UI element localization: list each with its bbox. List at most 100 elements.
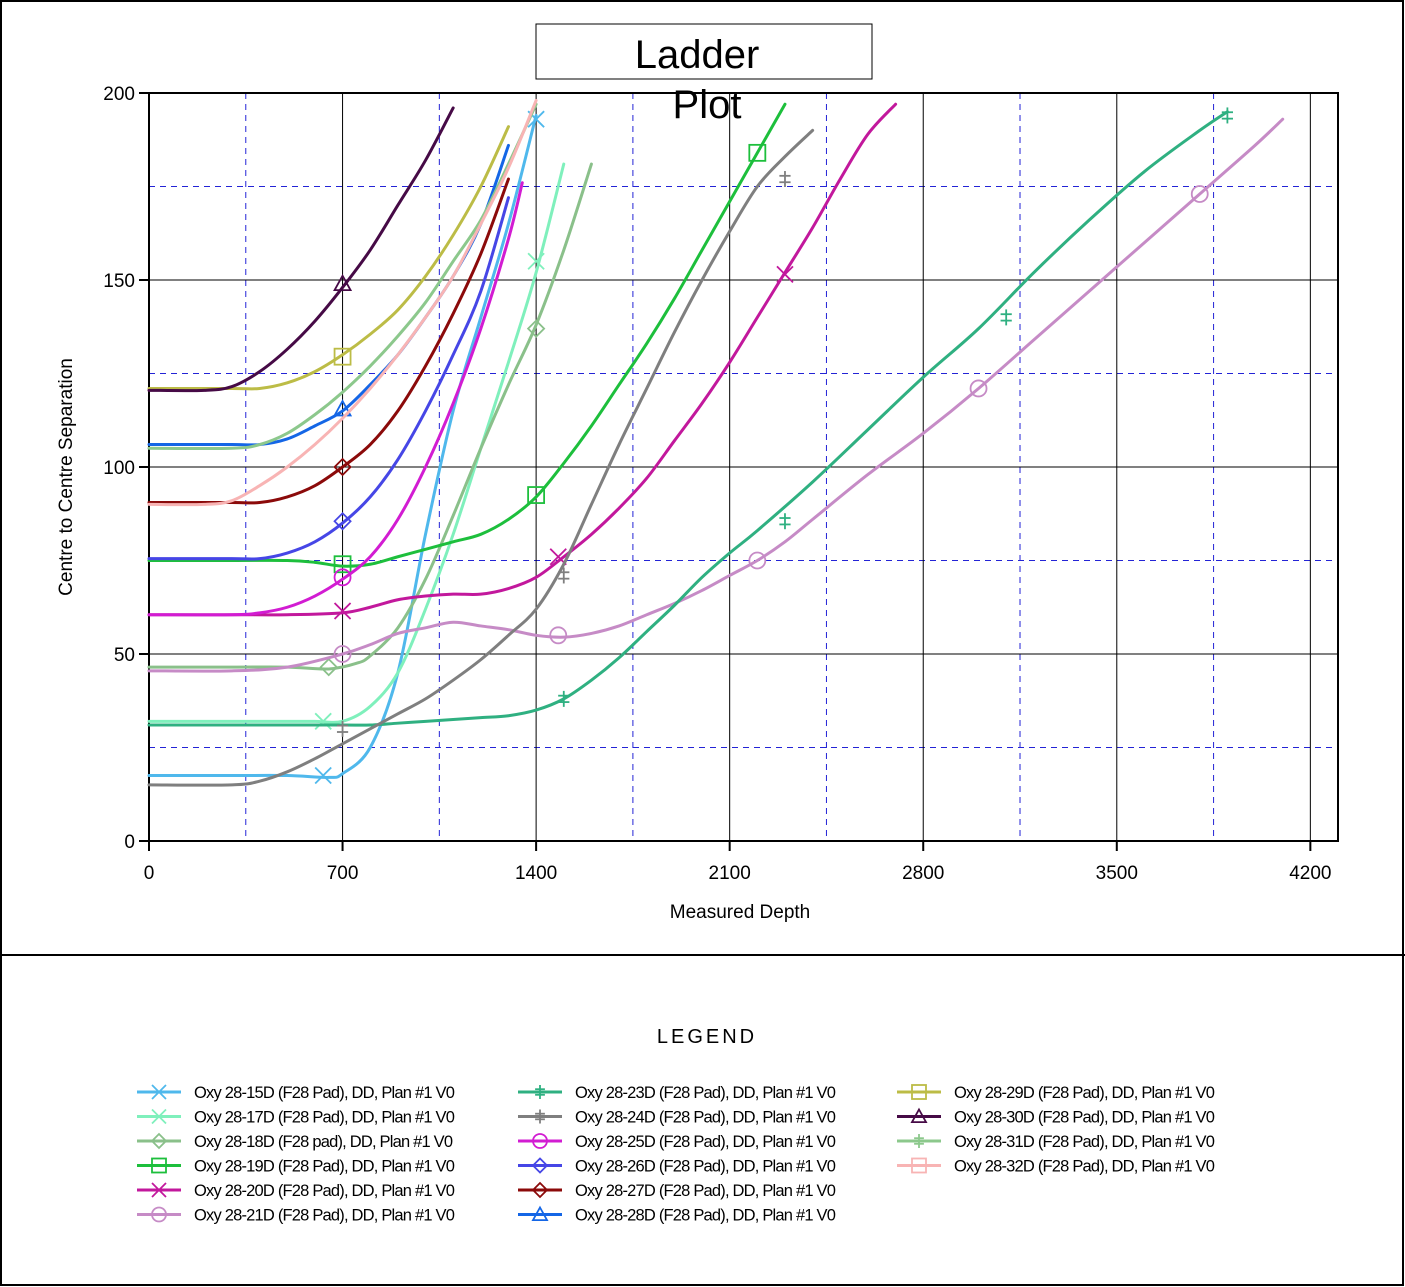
legend-item: Oxy 28-26D (F28 Pad), DD, Plan #1 V0 — [518, 1157, 837, 1176]
marker-stroke — [527, 110, 545, 128]
legend-item: Oxy 28-30D (F28 Pad), DD, Plan #1 V0 — [897, 1107, 1216, 1127]
series-marker — [527, 486, 546, 504]
series-marker — [549, 626, 568, 645]
series-5 — [147, 102, 898, 620]
legend-swatch-marker — [150, 1132, 168, 1150]
series-marker — [558, 567, 570, 584]
series-11 — [147, 177, 510, 505]
marker-stroke — [151, 1182, 167, 1198]
series-line — [147, 117, 1285, 673]
legend-label: Oxy 28-18D (F28 pad), DD, Plan #1 V0 — [194, 1133, 453, 1151]
series-line — [147, 128, 815, 787]
y-axis-label: Centre to Centre Separation — [56, 358, 77, 596]
legend: Oxy 28-15D (F28 Pad), DD, Plan #1 V0 Oxy … — [137, 1084, 1216, 1225]
series-15 — [147, 102, 538, 451]
series-10 — [147, 196, 510, 561]
x-tick-label: 0 — [144, 863, 155, 884]
legend-label: Oxy 28-26D (F28 Pad), DD, Plan #1 V0 — [575, 1158, 836, 1176]
series-line — [147, 177, 510, 505]
legend-swatch-marker — [531, 1181, 549, 1199]
legend-swatch-marker — [911, 1157, 927, 1174]
legend-swatch-marker — [910, 1107, 928, 1123]
series-marker — [333, 568, 352, 587]
legend-swatch-marker — [151, 1182, 167, 1198]
series-marker — [319, 657, 339, 677]
legend-title: LEGEND — [657, 1026, 757, 1048]
y-tick-label: 100 — [103, 458, 135, 479]
series-marker — [333, 457, 352, 477]
series-marker — [748, 551, 767, 570]
legend-swatch-marker — [532, 1133, 548, 1149]
series-marker — [527, 252, 545, 270]
legend-swatch-marker — [151, 1108, 167, 1125]
marker-stroke — [776, 265, 794, 284]
marker-stroke — [314, 766, 332, 785]
series-line — [147, 125, 510, 391]
series-marker — [526, 319, 546, 338]
series-line — [147, 102, 787, 568]
series-marker — [748, 143, 767, 162]
y-tick-label: 0 — [124, 832, 135, 853]
legend-label: Oxy 28-15D (F28 Pad), DD, Plan #1 V0 — [194, 1084, 455, 1102]
legend-label: Oxy 28-29D (F28 Pad), DD, Plan #1 V0 — [954, 1084, 1215, 1102]
series-line — [147, 98, 538, 507]
series-marker — [558, 690, 570, 707]
legend-swatch-marker — [535, 1085, 545, 1099]
legend-item: Oxy 28-27D (F28 Pad), DD, Plan #1 V0 — [518, 1181, 837, 1200]
legend-item: Oxy 28-24D (F28 Pad), DD, Plan #1 V0 — [518, 1109, 837, 1127]
legend-swatch-marker — [911, 1084, 927, 1100]
legend-swatch-marker — [531, 1205, 549, 1221]
legend-item: Oxy 28-20D (F28 Pad), DD, Plan #1 V0 — [137, 1182, 456, 1200]
series-marker — [333, 602, 352, 620]
x-axis-label: Measured Depth — [670, 902, 810, 923]
series-marker — [333, 273, 353, 292]
legend-item: Oxy 28-32D (F28 Pad), DD, Plan #1 V0 — [897, 1157, 1216, 1176]
series-marker — [1221, 107, 1233, 124]
series-marker — [333, 511, 352, 531]
series-marker — [333, 399, 353, 417]
y-tick-label: 150 — [103, 271, 135, 292]
x-tick-label: 2100 — [709, 863, 751, 884]
legend-label: Oxy 28-20D (F28 Pad), DD, Plan #1 V0 — [194, 1182, 455, 1200]
series-4 — [147, 102, 787, 574]
series-line — [147, 196, 510, 561]
legend-item: Oxy 28-28D (F28 Pad), DD, Plan #1 V0 — [518, 1205, 837, 1225]
legend-label: Oxy 28-25D (F28 Pad), DD, Plan #1 V0 — [575, 1133, 836, 1151]
legend-label: Oxy 28-32D (F28 Pad), DD, Plan #1 V0 — [954, 1158, 1215, 1176]
legend-item: Oxy 28-29D (F28 Pad), DD, Plan #1 V0 — [897, 1084, 1216, 1102]
legend-label: Oxy 28-30D (F28 Pad), DD, Plan #1 V0 — [954, 1109, 1215, 1127]
series-line — [147, 162, 566, 724]
legend-item: Oxy 28-21D (F28 Pad), DD, Plan #1 V0 — [137, 1207, 456, 1225]
legend-label: Oxy 28-28D (F28 Pad), DD, Plan #1 V0 — [575, 1207, 836, 1225]
series-marker — [779, 171, 791, 188]
series-6 — [147, 117, 1285, 673]
legend-swatch-marker — [151, 1084, 167, 1100]
chart-title-line-1: Ladder — [635, 33, 760, 77]
series-marker — [333, 555, 352, 574]
title-box — [535, 23, 873, 80]
x-tick-label: 1400 — [515, 863, 557, 884]
series-marker — [336, 720, 349, 737]
legend-item: Oxy 28-18D (F28 pad), DD, Plan #1 V0 — [137, 1132, 454, 1151]
series-marker — [969, 379, 988, 398]
series-marker — [779, 513, 791, 530]
legend-label: Oxy 28-31D (F28 Pad), DD, Plan #1 V0 — [954, 1133, 1215, 1151]
marker-stroke — [314, 712, 332, 730]
series-line — [147, 102, 898, 617]
series-marker — [1000, 309, 1012, 326]
series-16 — [147, 98, 538, 507]
series-2 — [147, 162, 566, 730]
x-tick-label: 700 — [327, 863, 359, 884]
series-8 — [147, 128, 815, 787]
legend-item: Oxy 28-17D (F28 Pad), DD, Plan #1 V0 — [137, 1108, 456, 1127]
series-marker — [776, 265, 794, 284]
marker-stroke — [527, 252, 545, 270]
series-line — [147, 110, 1229, 727]
marker-stroke — [151, 1084, 167, 1100]
legend-label: Oxy 28-27D (F28 Pad), DD, Plan #1 V0 — [575, 1182, 836, 1200]
legend-item: Oxy 28-15D (F28 Pad), DD, Plan #1 V0 — [137, 1084, 456, 1102]
series-13 — [147, 125, 510, 391]
